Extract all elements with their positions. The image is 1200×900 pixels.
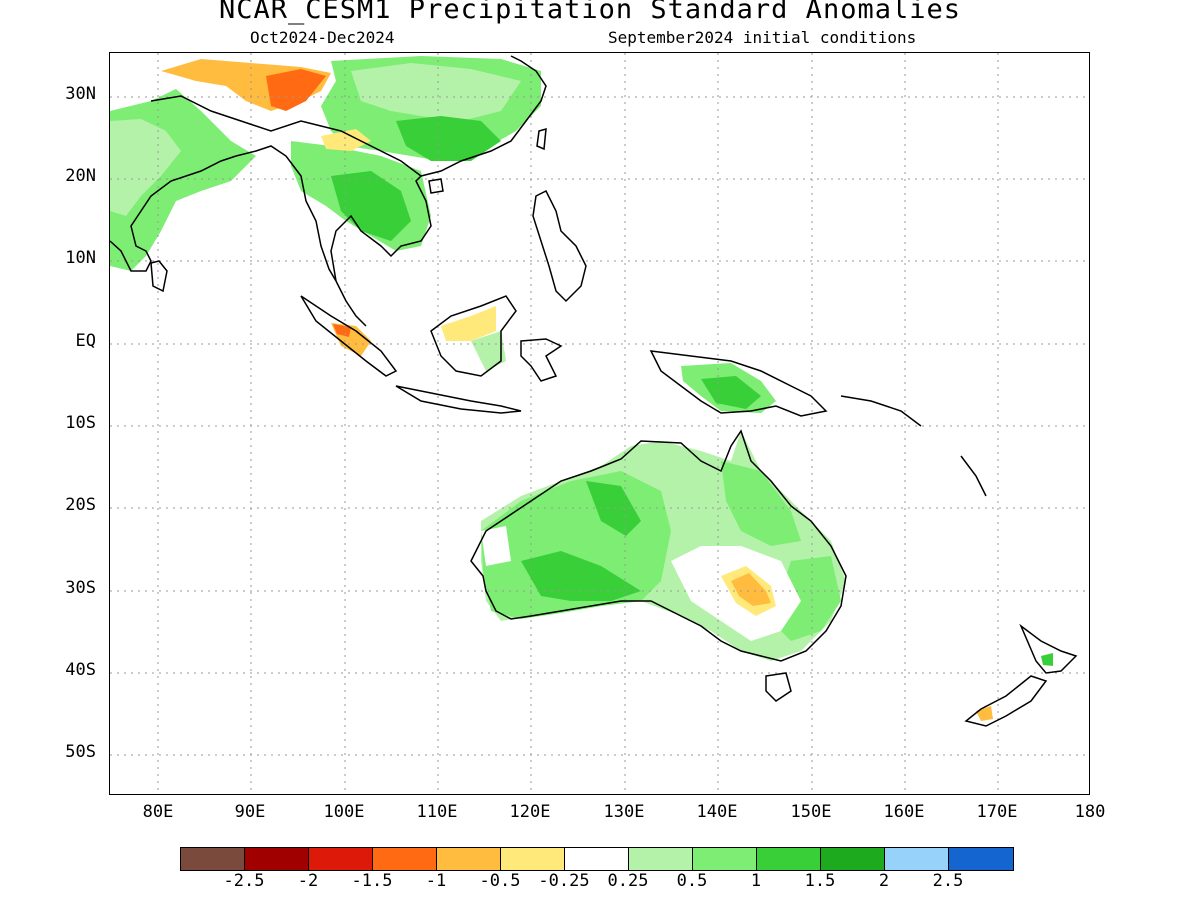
new-guinea — [649, 350, 828, 417]
lon-label-120e: 120E — [509, 802, 551, 822]
lat-label-40s: 40S — [65, 660, 96, 680]
lat-label-30n: 30N — [65, 84, 96, 104]
solomon-islands — [840, 395, 922, 427]
colorbar-swatch — [501, 848, 565, 870]
australia-ne-green — [721, 461, 801, 546]
colorbar-label: 1 — [750, 871, 762, 891]
lat-label-20s: 20S — [65, 495, 96, 515]
hainan — [428, 178, 444, 194]
map-panel — [109, 52, 1090, 795]
colorbar-label: 1.5 — [804, 871, 836, 891]
colorbar-label: -0.25 — [538, 871, 590, 891]
lon-label-150e: 150E — [790, 802, 832, 822]
australia-white-w — [481, 526, 511, 566]
sulawesi — [520, 338, 563, 382]
colorbar — [180, 847, 1014, 871]
lon-label-110e: 110E — [416, 802, 458, 822]
myanmar-orange — [321, 129, 371, 151]
lon-label-100e: 100E — [323, 802, 365, 822]
colorbar-label: -2.5 — [223, 871, 265, 891]
taiwan — [536, 127, 547, 151]
lon-label-180: 180 — [1074, 802, 1106, 822]
java — [395, 385, 522, 414]
china-light — [351, 63, 521, 121]
colorbar-label: -1 — [425, 871, 447, 891]
colorbar-swatch — [885, 848, 949, 870]
map-canvas — [110, 53, 1089, 794]
colorbar-swatch — [245, 848, 309, 870]
lon-label-90e: 90E — [234, 802, 266, 822]
lat-label-10s: 10S — [65, 413, 96, 433]
australia — [470, 429, 847, 662]
colorbar-swatch — [565, 848, 629, 870]
india-coast — [110, 155, 237, 272]
nz-orange — [976, 706, 993, 721]
china-dark — [396, 116, 501, 161]
australia-dark-c — [586, 481, 641, 536]
borneo — [430, 295, 517, 377]
vanuatu-fiji — [960, 455, 987, 497]
colorbar-label: 2.5 — [932, 871, 964, 891]
borneo-green — [471, 331, 506, 371]
australia-orange — [731, 573, 771, 606]
colorbar-swatch — [693, 848, 757, 870]
lon-label-170e: 170E — [976, 802, 1018, 822]
coastlines — [110, 55, 1078, 727]
anomaly-shading — [110, 56, 1053, 721]
lat-label-eq: EQ — [75, 331, 96, 351]
colorbar-swatch — [757, 848, 821, 870]
lon-label-160e: 160E — [883, 802, 925, 822]
himalaya-border — [150, 95, 422, 177]
new-guinea-dark — [701, 376, 761, 409]
colorbar-swatch — [181, 848, 245, 870]
australia-dark-w — [521, 551, 641, 601]
nz-green — [1041, 653, 1053, 666]
borneo-orange — [441, 306, 496, 341]
colorbar-swatch — [373, 848, 437, 870]
colorbar-swatch — [949, 848, 1013, 870]
lat-label-50s: 50S — [65, 742, 96, 762]
bay-bengal-coast — [235, 145, 337, 282]
colorbar-swatch — [629, 848, 693, 870]
colorbar-swatch — [437, 848, 501, 870]
sumatra — [300, 295, 398, 377]
colorbar-label: 0.25 — [607, 871, 649, 891]
colorbar-label: 0.5 — [676, 871, 708, 891]
indochina-coast — [330, 175, 432, 282]
colorbar-label: -2 — [297, 871, 319, 891]
new-zealand-north — [1019, 623, 1078, 674]
lon-label-80e: 80E — [142, 802, 174, 822]
lat-label-10n: 10N — [65, 248, 96, 268]
philippines — [532, 189, 587, 303]
china-coast — [420, 55, 547, 177]
initial-conditions: September2024 initial conditions — [608, 28, 917, 47]
lon-label-140e: 140E — [696, 802, 738, 822]
lon-label-130e: 130E — [603, 802, 645, 822]
indochina-dark — [331, 171, 411, 241]
malay-peninsula — [335, 280, 367, 327]
colorbar-swatch — [821, 848, 885, 870]
colorbar-label: -1.5 — [351, 871, 393, 891]
himalaya-red — [266, 69, 326, 111]
sumatra-red — [333, 324, 351, 337]
india-light — [110, 119, 181, 216]
map-graticule — [110, 53, 1089, 794]
map-title: NCAR_CESM1 Precipitation Standard Anomal… — [219, 0, 961, 25]
colorbar-label: -0.5 — [479, 871, 521, 891]
tasmania — [765, 672, 792, 702]
colorbar-swatch — [309, 848, 373, 870]
forecast-period: Oct2024-Dec2024 — [250, 28, 395, 47]
new-zealand-south — [964, 675, 1048, 727]
colorbar-label: 2 — [878, 871, 890, 891]
lat-label-20n: 20N — [65, 166, 96, 186]
sri-lanka — [150, 260, 168, 293]
lat-label-30s: 30S — [65, 578, 96, 598]
